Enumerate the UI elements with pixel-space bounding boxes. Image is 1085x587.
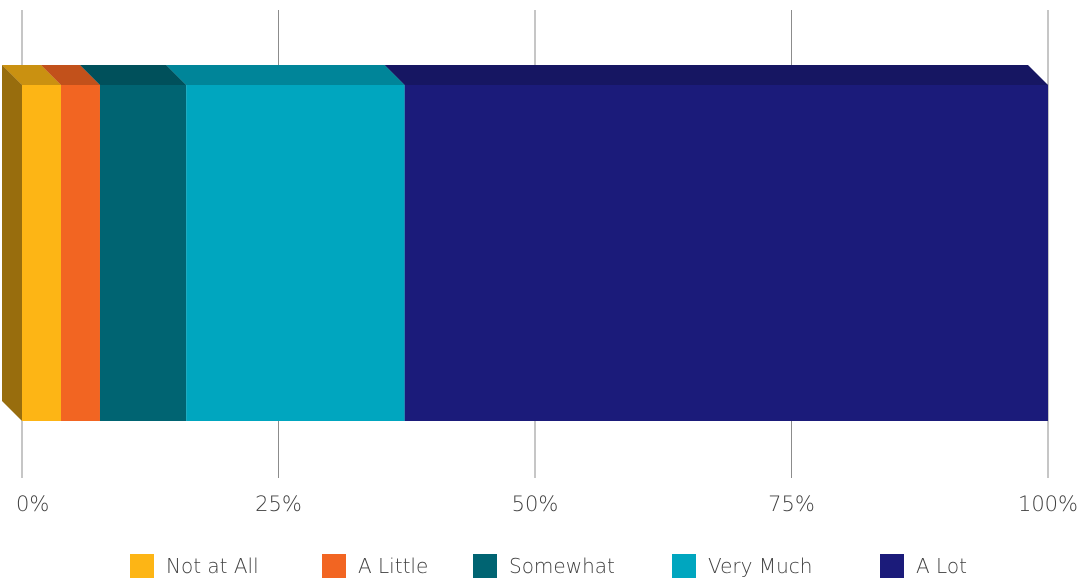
bar-front-a-lot (404, 85, 1048, 421)
bar-front-very-much (186, 85, 405, 421)
tick-label-50: 50% (512, 492, 559, 516)
bar-top-somewhat (79, 65, 187, 85)
legend-item-very-much: Very Much (672, 551, 812, 581)
bar-segment-not-at-all (2, 65, 61, 421)
legend-swatch-not-at-all (130, 554, 154, 578)
legend-label-a-lot: A Lot (916, 554, 967, 578)
legend-swatch-a-little (322, 554, 346, 578)
bar-front-a-little (60, 85, 100, 421)
chart: 0% 25% 50% 75% 100% (2, 10, 1078, 516)
bar-top-a-little (40, 65, 100, 85)
tick-label-75: 75% (768, 492, 815, 516)
legend-item-somewhat: Somewhat (473, 551, 615, 581)
bar-top-very-much (166, 65, 405, 85)
legend-swatch-somewhat (473, 554, 497, 578)
bar-top-a-lot (384, 65, 1048, 85)
legend-swatch-a-lot (880, 554, 904, 578)
bar-segment-very-much (166, 65, 405, 421)
legend: Not at All A Little Somewhat Very Much A Lot (0, 551, 1085, 581)
legend-label-a-little: A Little (358, 554, 429, 578)
tick-label-25: 25% (255, 492, 302, 516)
bar-segment-a-little (40, 65, 100, 421)
legend-label-not-at-all: Not at All (166, 554, 259, 578)
tick-label-0: 0% (16, 492, 49, 516)
bar-segment-somewhat (79, 65, 187, 421)
legend-label-somewhat: Somewhat (509, 554, 615, 578)
legend-item-a-little: A Little (322, 551, 428, 581)
tick-label-100: 100% (1018, 492, 1078, 516)
legend-item-not-at-all: Not at All (130, 551, 259, 581)
bar-top-not-at-all (2, 65, 61, 85)
legend-label-very-much: Very Much (708, 554, 813, 578)
bar-front-not-at-all (22, 85, 61, 421)
bar-segment-a-lot (384, 65, 1048, 421)
bar-front-somewhat (99, 85, 187, 421)
bar-side-not-at-all (2, 65, 22, 421)
legend-swatch-very-much (672, 554, 696, 578)
legend-item-a-lot: A Lot (880, 551, 967, 581)
x-axis-ticks: 0% 25% 50% 75% 100% (16, 492, 1078, 516)
bar-stack (2, 65, 1048, 421)
